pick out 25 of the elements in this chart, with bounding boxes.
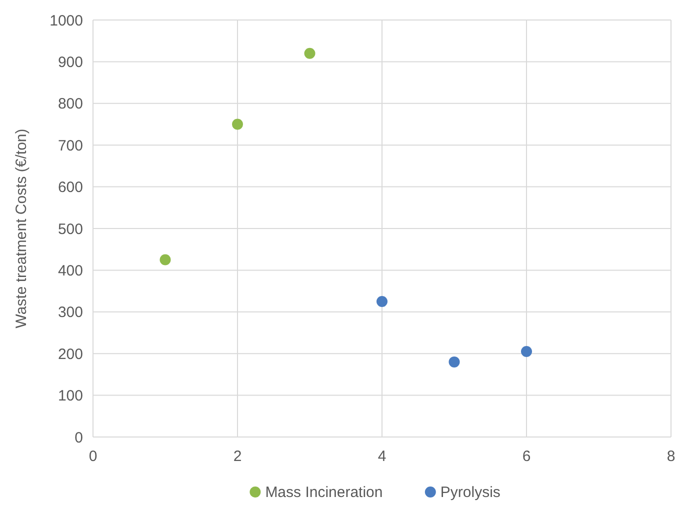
legend-label: Pyrolysis — [440, 484, 500, 501]
point — [448, 356, 460, 368]
y-tick-label: 0 — [74, 429, 83, 446]
y-axis-title: Waste treatment Costs (€/ton) — [13, 128, 30, 328]
y-tick-label: 1000 — [50, 12, 83, 30]
point — [160, 254, 171, 266]
legend-label: Mass Incineration — [265, 484, 383, 501]
y-tick-label: 800 — [58, 96, 83, 113]
point — [232, 118, 243, 130]
x-tick-label: 4 — [378, 448, 386, 465]
point — [521, 346, 532, 358]
x-tick-label: 8 — [666, 448, 675, 465]
x-tick-label: 0 — [88, 448, 98, 465]
y-tick-label: 900 — [58, 54, 83, 71]
y-tick-label: 500 — [58, 220, 83, 238]
y-tick-label: 200 — [58, 346, 83, 363]
point — [376, 296, 388, 307]
x-tick-label: 6 — [522, 448, 531, 465]
y-tick-label: 600 — [58, 179, 83, 196]
y-tick-label: 700 — [58, 137, 83, 154]
y-tick-label: 100 — [58, 388, 83, 405]
point — [304, 48, 316, 59]
y-tick-label: 300 — [58, 304, 83, 322]
x-tick-label: 2 — [233, 448, 242, 465]
y-tick-label: 400 — [58, 262, 83, 280]
